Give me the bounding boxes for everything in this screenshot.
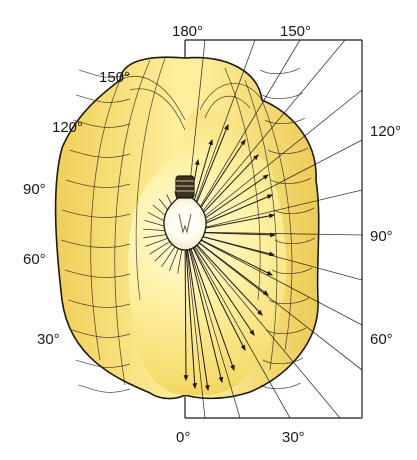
mesh-band (69, 149, 131, 158)
scale-ray (184, 39, 256, 233)
bulb-filament (178, 213, 192, 234)
scale-ray (184, 39, 346, 233)
scale-ray (184, 89, 363, 233)
mesh-band (75, 359, 131, 368)
scale-ray (184, 231, 363, 326)
scale-ray (184, 231, 363, 236)
mesh-band (262, 357, 304, 364)
mesh-band (64, 269, 131, 278)
label-left-90: 90° (23, 181, 46, 198)
left-angle-labels: 150° 120° 90° 60° 30° (23, 69, 130, 348)
label-bottom-0: 0° (176, 429, 190, 446)
mesh-band (273, 207, 315, 214)
label-left-120: 120° (52, 119, 83, 136)
scale-ray (184, 189, 363, 233)
mesh-band (68, 299, 131, 308)
scale-ray (184, 231, 206, 419)
bottom-angle-labels: 0° 30° (176, 429, 305, 446)
mesh-band (270, 177, 312, 184)
scale-ray (184, 39, 301, 233)
mesh-lobe-contour (129, 88, 186, 131)
mesh-band (264, 117, 306, 124)
mesh-band (260, 382, 301, 389)
light-bulb-icon (163, 175, 207, 251)
label-top-180: 180° (172, 23, 203, 40)
label-right-60: 60° (370, 331, 393, 348)
mesh-meridian (224, 67, 261, 301)
bulb-base (175, 175, 195, 199)
label-bottom-30: 30° (282, 429, 305, 446)
label-left-30: 30° (37, 331, 60, 348)
scale-ray (184, 231, 241, 419)
intensity-ray (184, 231, 255, 336)
mesh-lobe-contour (199, 83, 263, 111)
intensity-ray (184, 231, 210, 392)
mesh-band (79, 69, 131, 78)
label-left-150: 150° (99, 69, 130, 86)
scale-ray (184, 231, 363, 371)
scale-ray (184, 231, 291, 419)
mesh-band (78, 384, 131, 393)
mesh-band (71, 329, 131, 338)
top-angle-labels: 180° 150° (172, 23, 311, 40)
scale-ray (184, 231, 341, 419)
intensity-ray (184, 231, 224, 384)
mesh-band (267, 147, 309, 154)
mesh-meridian (90, 79, 121, 361)
mesh-band (65, 179, 131, 188)
label-right-120: 120° (370, 123, 401, 140)
intensity-ray (184, 231, 263, 316)
bulb-glass (163, 197, 207, 251)
mesh-band (62, 209, 131, 218)
mesh-band (61, 239, 131, 248)
right-angle-labels: 120° 90° 60° (370, 123, 401, 348)
mesh-lobe-contour (119, 76, 186, 121)
mesh-band (265, 327, 307, 334)
mesh-band (73, 119, 131, 128)
intensity-ray (184, 231, 198, 390)
mesh-lobe-contour (204, 95, 251, 119)
mesh-meridian (114, 59, 151, 386)
label-right-90: 90° (370, 228, 393, 245)
label-top-150: 150° (280, 23, 311, 40)
mesh-band (274, 237, 316, 244)
intensity-ray (183, 231, 189, 382)
intensity-ray (184, 231, 246, 352)
label-left-60: 60° (23, 251, 46, 268)
mesh-band (76, 94, 131, 103)
scale-ray (184, 139, 363, 233)
mesh-meridian (135, 57, 166, 301)
mesh-band (268, 297, 310, 304)
intensity-ray (184, 231, 235, 372)
scale-ray (184, 231, 363, 281)
